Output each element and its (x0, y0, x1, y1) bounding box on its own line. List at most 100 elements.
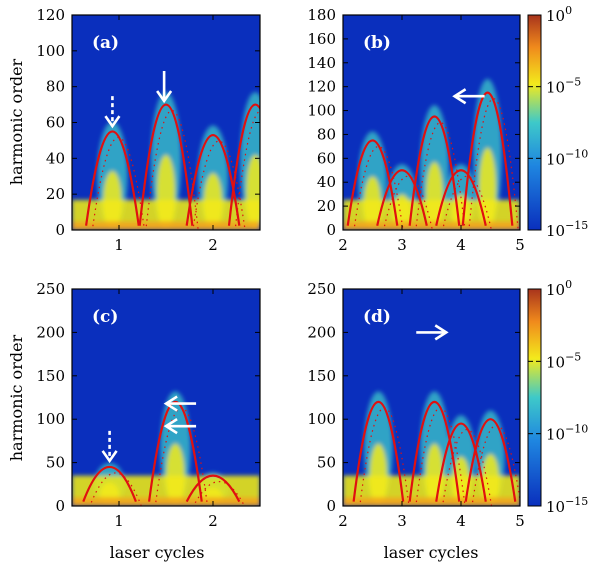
ytick-label: 0 (55, 221, 65, 239)
panel-label: (c) (92, 307, 118, 327)
panel-frame (342, 14, 521, 231)
ylabel-top: harmonic order (7, 58, 26, 185)
intensity-core (369, 443, 388, 506)
cutoff-trajectory-dotted (383, 176, 433, 230)
cutoff-trajectory-dotted (192, 481, 246, 506)
ytick-label: 50 (317, 454, 336, 472)
xtick-label: 5 (515, 512, 525, 530)
arrow-down (104, 96, 121, 129)
cutoff-trajectory (435, 422, 487, 502)
cutoff-trajectory (352, 401, 405, 502)
cutoff-trajectory (376, 169, 428, 226)
cutoff-trajectory-dotted (415, 407, 466, 506)
intensity-core (478, 147, 497, 230)
ytick-label: 120 (307, 78, 336, 96)
xlabel-left: laser cycles (110, 543, 205, 562)
intensity-core (363, 176, 382, 230)
ytick-label: 250 (36, 280, 65, 298)
colorbar-label: 10−5 (546, 350, 581, 371)
panel-label: (a) (92, 33, 119, 53)
xtick-label: 3 (397, 512, 407, 530)
ytick-label: 0 (326, 497, 336, 515)
cutoff-trajectory-dotted (89, 472, 142, 506)
colorbar-label: 100 (546, 278, 572, 299)
ytick-label: 100 (36, 42, 65, 60)
ytick-label: 0 (55, 497, 65, 515)
cutoff-trajectory (464, 418, 517, 502)
ytick-label: 50 (46, 454, 65, 472)
colorbar-label: 10−5 (546, 76, 581, 97)
ytick-label: 200 (36, 323, 65, 341)
intensity-core (245, 154, 260, 230)
arrow-left (163, 418, 197, 435)
cutoff-trajectory-dotted (359, 407, 410, 506)
colorbar-bottom: 100 10−5 10−10 10−15 (527, 278, 588, 516)
cutoff-trajectory (408, 401, 461, 502)
intensity-core (156, 154, 176, 230)
ytick-label: 0 (326, 221, 336, 239)
panel-2: (c) 0 50 100 150 200 250 1 2 (36, 280, 261, 530)
arrow-down (101, 430, 118, 464)
cutoff-trajectory (147, 401, 203, 502)
panel-frame (71, 288, 261, 507)
colorbar-label: 10−10 (546, 423, 588, 444)
xtick-label: 2 (208, 512, 218, 530)
colorbar-top-bar (527, 14, 542, 231)
colorbar-label: 100 (546, 4, 572, 25)
floor-band (343, 221, 520, 230)
cutoff-trajectory (346, 139, 399, 226)
xlabel-right: laser cycles (384, 543, 479, 562)
cutoff-trajectory-dotted (234, 110, 260, 230)
xtick-label: 3 (397, 236, 407, 254)
arrow-right (416, 324, 449, 341)
cutoff-trajectory (185, 134, 241, 226)
cutoff-trajectory (461, 91, 514, 226)
panel-1: (b) 0 20 40 60 80 100 120 140 160 180 2 3 4 5 (307, 6, 524, 254)
ytick-label: 20 (46, 185, 65, 203)
cutoff-trajectory (435, 169, 487, 226)
xtick-label: 1 (114, 512, 124, 530)
ytick-label: 160 (307, 30, 336, 48)
floor-band (72, 497, 260, 506)
xtick-label: 2 (208, 236, 218, 254)
colorbar-label: 10−15 (546, 219, 588, 240)
cutoff-trajectory (82, 466, 137, 503)
arrow-down (156, 71, 173, 104)
ytick-label: 140 (307, 54, 336, 72)
cutoff-trajectory-dotted (442, 176, 492, 230)
ytick-label: 120 (36, 6, 65, 24)
ytick-label: 150 (36, 367, 65, 385)
cutoff-trajectory-dotted (441, 428, 493, 506)
colorbar-top: 100 10−5 10−10 10−15 (527, 4, 588, 240)
xtick-label: 5 (515, 236, 525, 254)
colorbar-bottom-bar (527, 288, 542, 507)
ytick-label: 200 (307, 323, 336, 341)
panel-label: (d) (363, 307, 391, 327)
intensity-core (425, 161, 444, 230)
intensity-core (452, 456, 470, 506)
ytick-label: 150 (307, 367, 336, 385)
ytick-label: 80 (46, 78, 65, 96)
cutoff-trajectory (138, 103, 194, 226)
cutoff-trajectory-dotted (154, 407, 209, 506)
panel-frame (342, 288, 521, 507)
ytick-label: 60 (46, 114, 65, 132)
xtick-label: 1 (114, 236, 124, 254)
xtick-label: 2 (338, 512, 348, 530)
ytick-label: 100 (307, 410, 336, 428)
panel-0: (a) 0 20 40 60 80 100 120 1 2 (36, 6, 261, 254)
intensity-core (481, 453, 500, 506)
ylabel-bottom: harmonic order (7, 334, 26, 461)
ytick-label: 100 (36, 410, 65, 428)
cutoff-trajectory-dotted (145, 110, 199, 230)
arrow-left (163, 395, 197, 412)
intensity-core (103, 170, 122, 230)
ytick-label: 250 (307, 280, 336, 298)
colorbar-label: 10−15 (546, 495, 588, 516)
ytick-label: 40 (46, 149, 65, 167)
floor-band (72, 221, 260, 230)
floor-band (343, 497, 520, 506)
ytick-label: 100 (307, 102, 336, 120)
cutoff-trajectory (85, 130, 140, 226)
